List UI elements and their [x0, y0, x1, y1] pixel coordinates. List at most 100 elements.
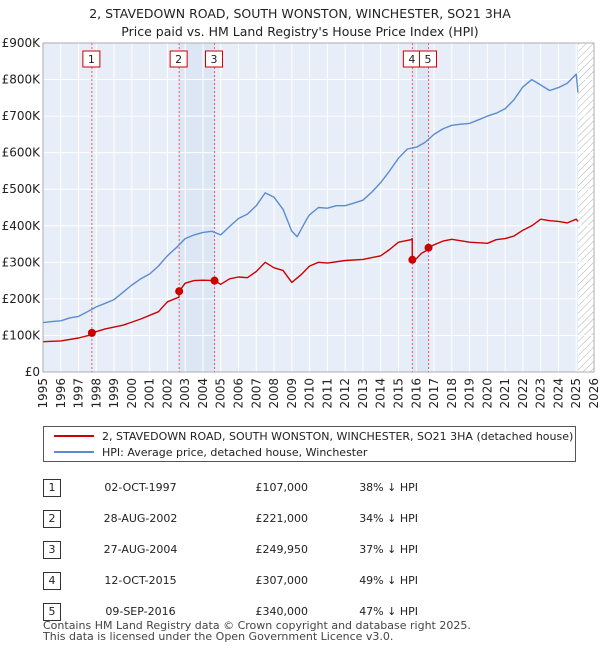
sale-point [175, 287, 184, 296]
footer: Contains HM Land Registry data © Crown c… [43, 620, 471, 642]
sale-price: £249,950 [255, 543, 309, 556]
sale-price: £107,000 [255, 481, 309, 494]
y-tick-label: £900K [2, 36, 42, 50]
sale-marker-label: 2 [175, 53, 182, 66]
x-tick-label: 2025 [569, 378, 583, 409]
sale-marker-box [419, 50, 438, 68]
sale-row: 1 02-OCT-1997 £107,000 38% ↓ HPI [43, 472, 418, 503]
x-tick-label: 2024 [551, 378, 565, 409]
sale-point [424, 243, 433, 252]
sale-marker-label: 3 [211, 53, 218, 66]
x-tick-label: 2008 [267, 378, 281, 409]
legend-property-line [54, 435, 94, 437]
y-tick-label: £600K [2, 146, 42, 160]
sale-date: 12-OCT-2015 [104, 574, 177, 587]
sale-row: 4 12-OCT-2015 £307,000 49% ↓ HPI [43, 565, 418, 596]
sale-number-badge: 3 [43, 540, 61, 559]
x-tick-label: 2016 [409, 378, 423, 409]
chart-legend: 2, STAVEDOWN ROAD, SOUTH WONSTON, WINCHE… [43, 426, 576, 462]
x-tick-label: 2006 [232, 378, 246, 409]
y-tick-label: £0 [25, 365, 40, 379]
x-tick-label: 1995 [36, 378, 50, 409]
sale-hpi-diff: 49% ↓ HPI [359, 574, 418, 587]
sale-price: £221,000 [255, 512, 309, 525]
plot-frame [42, 42, 595, 373]
x-tick-label: 2023 [534, 378, 548, 409]
x-tick-label: 2021 [498, 378, 512, 409]
sale-point [408, 255, 417, 264]
sales-table: 1 02-OCT-1997 £107,000 38% ↓ HPI 2 28-AUG-200… [43, 472, 418, 627]
sale-date: 02-OCT-1997 [104, 481, 177, 494]
x-tick-label: 2014 [374, 378, 388, 409]
hpi-series-line [42, 73, 579, 324]
y-tick-label: £500K [2, 182, 42, 196]
forecast-region [578, 43, 594, 372]
x-tick-label: 2003 [178, 378, 192, 409]
sale-hpi-diff: 47% ↓ HPI [359, 605, 418, 618]
y-tick-label: £400K [2, 219, 42, 233]
sale-band-4-5 [412, 43, 429, 372]
footer-copyright: Contains HM Land Registry data © Crown c… [43, 619, 471, 632]
x-tick-label: 2004 [196, 378, 210, 409]
legend-item-hpi: HPI: Average price, detached house, Winc… [54, 444, 367, 460]
x-tick-label: 1997 [72, 378, 86, 409]
sale-hpi-diff: 37% ↓ HPI [359, 543, 418, 556]
sale-row: 3 27-AUG-2004 £249,950 37% ↓ HPI [43, 534, 418, 565]
sale-hpi-diff: 34% ↓ HPI [359, 512, 418, 525]
x-tick-label: 2018 [445, 378, 459, 409]
y-tick-label: £700K [2, 109, 42, 123]
x-tick-label: 2005 [214, 378, 228, 409]
sale-marker-label: 1 [88, 53, 95, 66]
property-series-line [42, 218, 579, 343]
sale-date: 28-AUG-2002 [103, 512, 178, 525]
sale-number-badge: 5 [43, 602, 61, 621]
sale-date: 09-SEP-2016 [105, 605, 176, 618]
legend-item-property: 2, STAVEDOWN ROAD, SOUTH WONSTON, WINCHE… [54, 428, 573, 444]
price-chart: £0 £100K £200K £300K £400K £500K £600K £700K £80… [2, 36, 600, 409]
chart-subtitle: Price paid vs. HM Land Registry's House … [121, 24, 479, 39]
x-tick-label: 2001 [143, 378, 157, 409]
sale-marker-box [169, 50, 188, 68]
x-tick-label: 2019 [463, 378, 477, 409]
chart-title: 2, STAVEDOWN ROAD, SOUTH WONSTON, WINCHE… [89, 6, 511, 21]
x-tick-label: 2017 [427, 378, 441, 409]
x-tick-label: 1999 [107, 378, 121, 409]
sale-marker-label: 4 [408, 53, 415, 66]
footer-licence: This data is licensed under the Open Gov… [43, 630, 394, 643]
legend-property-label: 2, STAVEDOWN ROAD, SOUTH WONSTON, WINCHE… [102, 429, 574, 443]
x-tick-label: 2007 [249, 378, 263, 409]
x-tick-label: 2020 [480, 378, 494, 409]
sale-row: 2 28-AUG-2002 £221,000 34% ↓ HPI [43, 503, 418, 534]
x-tick-label: 2015 [391, 378, 405, 409]
y-tick-label: £800K [2, 73, 42, 87]
x-tick-label: 2000 [125, 378, 139, 409]
sale-point [87, 328, 96, 337]
y-tick-label: £300K [2, 255, 42, 269]
sale-marker-box [82, 50, 101, 68]
sale-date: 27-AUG-2004 [103, 543, 178, 556]
sale-marker-box [205, 50, 224, 68]
x-tick-label: 2011 [320, 378, 334, 409]
legend-hpi-line [54, 451, 94, 453]
x-tick-label: 2022 [516, 378, 530, 409]
legend-hpi-label: HPI: Average price, detached house, Winc… [102, 445, 368, 459]
sale-price: £307,000 [255, 574, 309, 587]
x-tick-label: 1996 [54, 378, 68, 409]
y-tick-label: £200K [2, 292, 42, 306]
x-tick-label: 2010 [303, 378, 317, 409]
x-tick-label: 2002 [160, 378, 174, 409]
x-tick-label: 1998 [89, 378, 103, 409]
y-tick-label: £100K [2, 328, 42, 342]
sale-marker-label: 5 [425, 53, 432, 66]
sale-band-2-3 [179, 43, 215, 372]
sale-number-badge: 2 [43, 509, 61, 528]
sale-price: £340,000 [255, 605, 309, 618]
sale-number-badge: 4 [43, 571, 61, 590]
x-tick-label: 2012 [338, 378, 352, 409]
sale-hpi-diff: 38% ↓ HPI [359, 481, 418, 494]
sale-row: 5 09-SEP-2016 £340,000 47% ↓ HPI [43, 596, 418, 627]
sale-point [210, 276, 219, 285]
x-tick-label: 2009 [285, 378, 299, 409]
x-tick-label: 2013 [356, 378, 370, 409]
sale-number-badge: 1 [43, 478, 61, 497]
